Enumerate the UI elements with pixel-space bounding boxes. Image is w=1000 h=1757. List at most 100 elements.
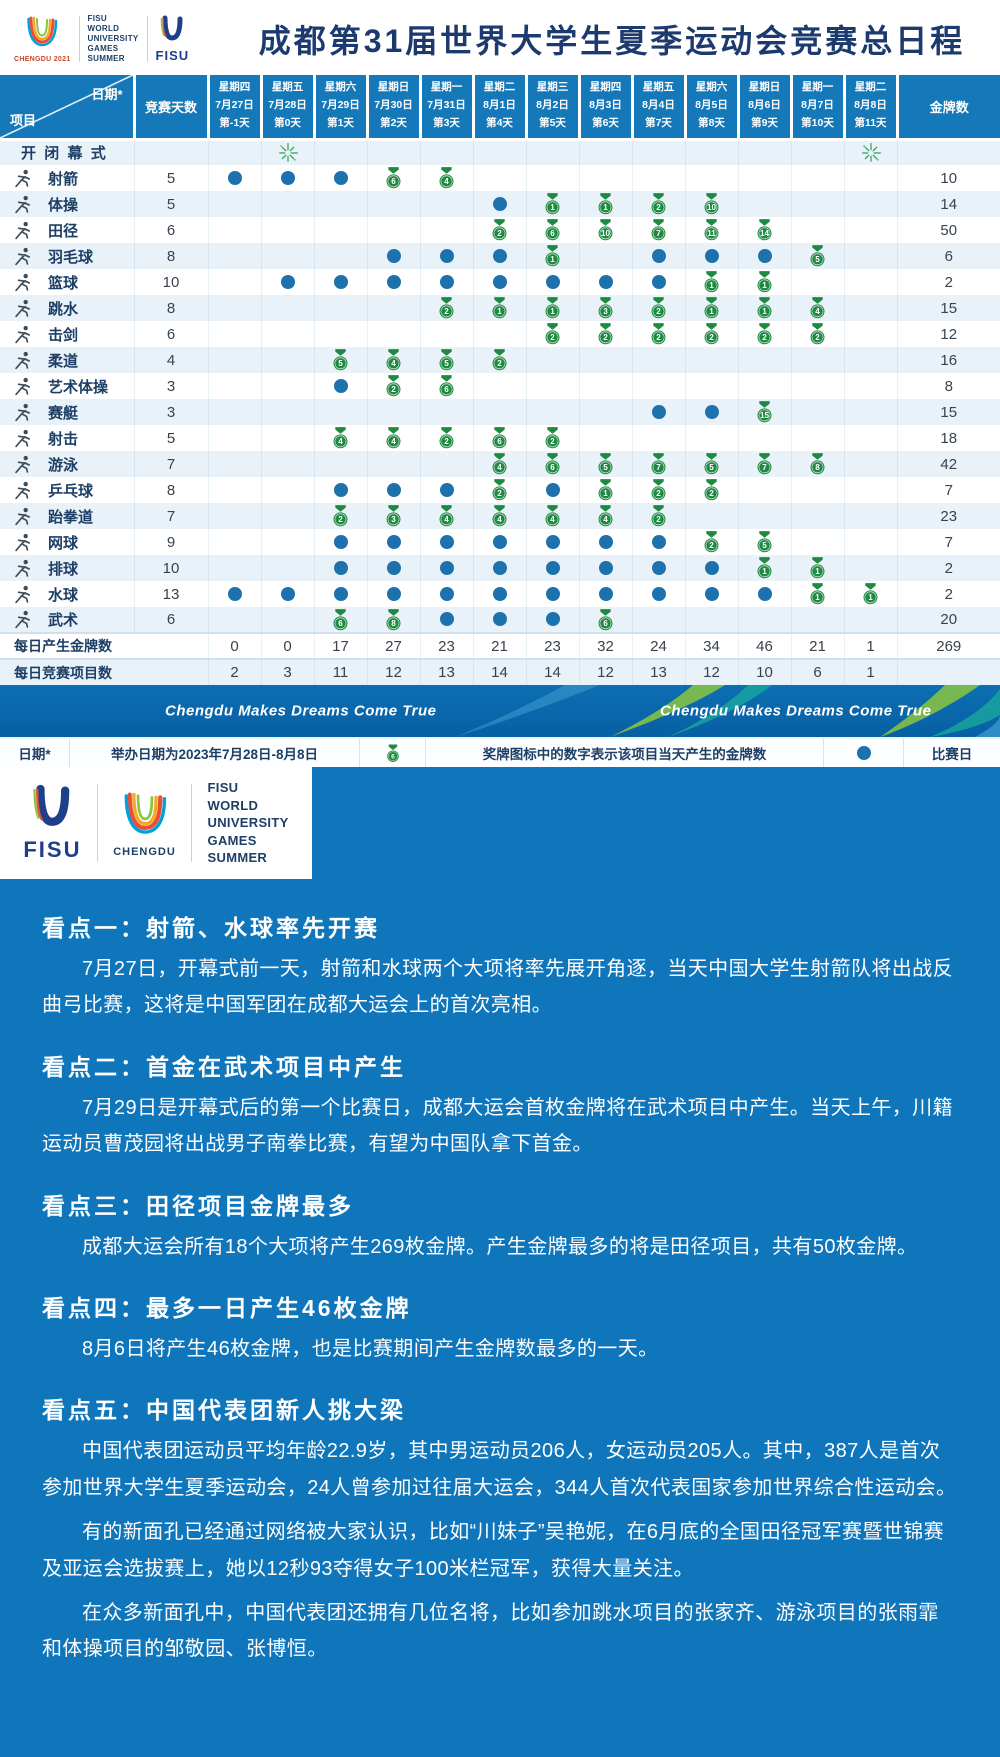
taekwondo-icon: [13, 506, 34, 527]
competition-day-dot: [280, 170, 295, 185]
svg-text:2: 2: [656, 333, 661, 342]
competition-days-cell: 5: [134, 425, 209, 451]
gold-total-cell: 15: [940, 403, 958, 421]
logo-group: CHENGDU 2021 FISU WORLD UNIVERSITY GAMES…: [14, 14, 254, 64]
competition-day-dot: [439, 560, 454, 575]
schedule-cell-1: [261, 191, 315, 217]
date-header-11: 星期一 8月7日 第10天: [791, 75, 846, 141]
schedule-cell-7: 5: [579, 451, 633, 477]
schedule-cell-8: [632, 555, 686, 581]
svg-text:6: 6: [497, 437, 502, 446]
svg-text:10: 10: [707, 203, 717, 212]
fisu-wordmark: FISU: [23, 836, 82, 862]
gold-medal-icon: 4: [491, 453, 508, 475]
svg-text:2: 2: [656, 307, 661, 316]
schedule-cell-0: [208, 555, 262, 581]
volleyball-icon: [13, 558, 34, 579]
sport-name: 柔道: [48, 352, 79, 370]
sport-label-cell: 排球: [0, 555, 135, 581]
schedule-cell-3: 6: [367, 165, 421, 191]
schedule-cell-2: [314, 269, 368, 295]
schedule-cell-4: [420, 477, 474, 503]
schedule-cell-12: [844, 555, 898, 581]
schedule-cell-0: [208, 295, 262, 321]
svg-text:5: 5: [338, 359, 343, 368]
svg-text:4: 4: [444, 515, 449, 524]
summary-cell-3: 27: [367, 632, 421, 659]
schedule-cell-12: [844, 269, 898, 295]
svg-text:4: 4: [497, 515, 502, 524]
competition-day-dot: [545, 534, 560, 549]
schedule-cell-5: [473, 399, 527, 425]
svg-text:7: 7: [656, 229, 661, 238]
schedule-cell-3: 4: [367, 347, 421, 373]
schedule-cell-11: [791, 503, 845, 529]
section-paragraph: 7月27日，开幕式前一天，射箭和水球两个大项将率先展开角逐，当天中国大学生射箭队…: [42, 958, 953, 1017]
schedule-cell-9: [685, 243, 739, 269]
gold-medal-icon: 4: [438, 167, 455, 189]
gold-medal-icon: 4: [332, 427, 349, 449]
schedule-cell-6: [526, 555, 580, 581]
schedule-cell-2: 2: [314, 503, 368, 529]
schedule-cell-3: [367, 217, 421, 243]
competition-day-dot: [704, 404, 719, 419]
sport-row-shooting: 射击 5 4 4 2 6 2 18: [0, 425, 1000, 451]
svg-text:2: 2: [497, 359, 502, 368]
svg-text:2: 2: [550, 333, 555, 342]
schedule-cell-10: 5: [738, 529, 792, 555]
slogan-text: Chengdu Makes Dreams Come True: [165, 702, 437, 720]
gold-total-cell: 18: [940, 429, 958, 447]
schedule-cell-0: [208, 503, 262, 529]
legend-bar: 日期* 举办日期为2023年7月28日-8月8日 6 奖牌图标中的数字表示该项目…: [0, 737, 1000, 767]
gold-medal-icon: 5: [809, 245, 826, 267]
schedule-cell-8: [632, 425, 686, 451]
gold-total-cell: 14: [940, 195, 958, 213]
competition-day-dot: [598, 586, 613, 601]
judo-icon: [13, 350, 34, 371]
sport-label-cell: 水球: [0, 581, 135, 607]
svg-text:4: 4: [497, 463, 502, 472]
schedule-cell-4: [420, 191, 474, 217]
svg-text:1: 1: [550, 255, 555, 264]
competition-day-dot: [757, 248, 772, 263]
svg-text:1: 1: [815, 593, 820, 602]
summary-label: 每日竞赛项目数: [0, 658, 209, 685]
svg-text:4: 4: [550, 515, 555, 524]
schedule-cell-12: [844, 477, 898, 503]
sport-row-tennis: 网球 9 2 5 7: [0, 529, 1000, 555]
sport-row-rhythmic-gymnastics: 艺术体操 3 2 6 8: [0, 373, 1000, 399]
schedule-cell-2: [314, 295, 368, 321]
sport-label-cell: 艺术体操: [0, 373, 135, 399]
gold-total-cell: 16: [940, 351, 958, 369]
date-header-10: 星期日 8月6日 第9天: [738, 75, 793, 141]
gold-total-cell: 23: [940, 507, 958, 525]
summary-cell-10: 10: [738, 658, 792, 685]
sport-label-cell: 网球: [0, 529, 135, 555]
tennis-icon: [13, 532, 34, 553]
schedule-cell-10: 15: [738, 399, 792, 425]
schedule-cell-1: [261, 451, 315, 477]
schedule-cell-8: [632, 347, 686, 373]
schedule-cell-3: [367, 243, 421, 269]
gold-medal-icon: 2: [491, 349, 508, 371]
schedule-cell-1: [261, 503, 315, 529]
schedule-cell-2: 4: [314, 425, 368, 451]
sport-name: 水球: [48, 586, 79, 604]
competition-day-dot: [439, 274, 454, 289]
games-wordmark: FISU WORLD UNIVERSITY GAMES SUMMER: [208, 779, 289, 867]
gold-medal-icon: 2: [491, 219, 508, 241]
schedule-cell-3: [367, 269, 421, 295]
legend-date-note: 举办日期为2023年7月28日-8月8日: [70, 739, 360, 767]
gold-medal-icon: 4: [385, 427, 402, 449]
gold-medal-icon: 1: [703, 297, 720, 319]
schedule-cell-7: 4: [579, 503, 633, 529]
schedule-cell-4: [420, 217, 474, 243]
competition-day-dot: [545, 274, 560, 289]
sport-label-cell: 射箭: [0, 165, 135, 191]
gold-medal-icon: 2: [385, 375, 402, 397]
sport-label-cell: 跳水: [0, 295, 135, 321]
schedule-cell-5: [473, 243, 527, 269]
schedule-cell-1: [261, 321, 315, 347]
svg-text:1: 1: [868, 593, 873, 602]
schedule-cell-2: [314, 217, 368, 243]
